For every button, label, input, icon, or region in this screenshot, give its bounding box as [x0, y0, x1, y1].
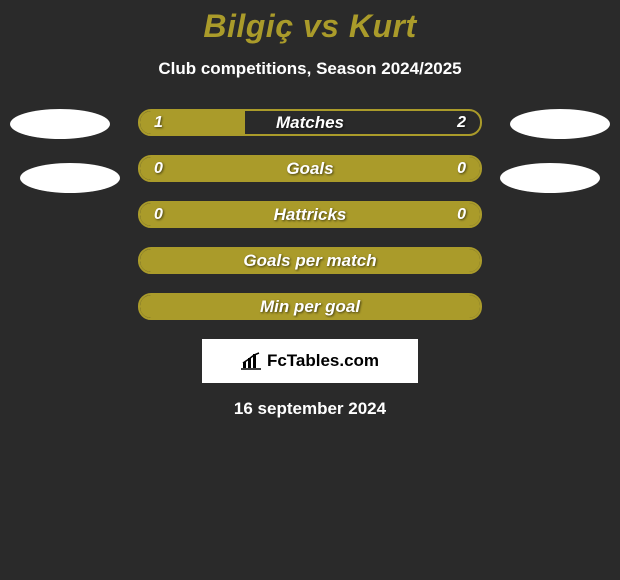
bar-chart-icon: [241, 352, 263, 370]
date-label: 16 september 2024: [0, 399, 620, 419]
stat-right-value: 0: [457, 160, 466, 178]
stat-right-value: 0: [457, 206, 466, 224]
stat-bar-goals-per-match: Goals per match: [138, 247, 482, 274]
stat-bar-matches: 1 Matches 2: [138, 109, 482, 136]
player-left-badge-1: [10, 109, 110, 139]
stat-label: Hattricks: [140, 205, 480, 225]
page-title: Bilgiç vs Kurt: [0, 8, 620, 45]
subtitle: Club competitions, Season 2024/2025: [0, 59, 620, 79]
stat-label: Goals: [140, 159, 480, 179]
stat-right-value: 2: [457, 114, 466, 132]
stat-bar-min-per-goal: Min per goal: [138, 293, 482, 320]
player-right-badge-1: [510, 109, 610, 139]
stat-bar-hattricks: 0 Hattricks 0: [138, 201, 482, 228]
logo-label: FcTables.com: [267, 351, 379, 371]
comparison-widget: Bilgiç vs Kurt Club competitions, Season…: [0, 0, 620, 419]
player-right-badge-2: [500, 163, 600, 193]
stat-bar-goals: 0 Goals 0: [138, 155, 482, 182]
logo-text: FcTables.com: [241, 351, 379, 371]
stats-area: 1 Matches 2 0 Goals 0 0 Hattricks 0 Goal…: [0, 109, 620, 419]
stat-label: Goals per match: [140, 251, 480, 271]
player-left-badge-2: [20, 163, 120, 193]
source-logo: FcTables.com: [202, 339, 418, 383]
stat-label: Min per goal: [140, 297, 480, 317]
stat-label: Matches: [140, 113, 480, 133]
